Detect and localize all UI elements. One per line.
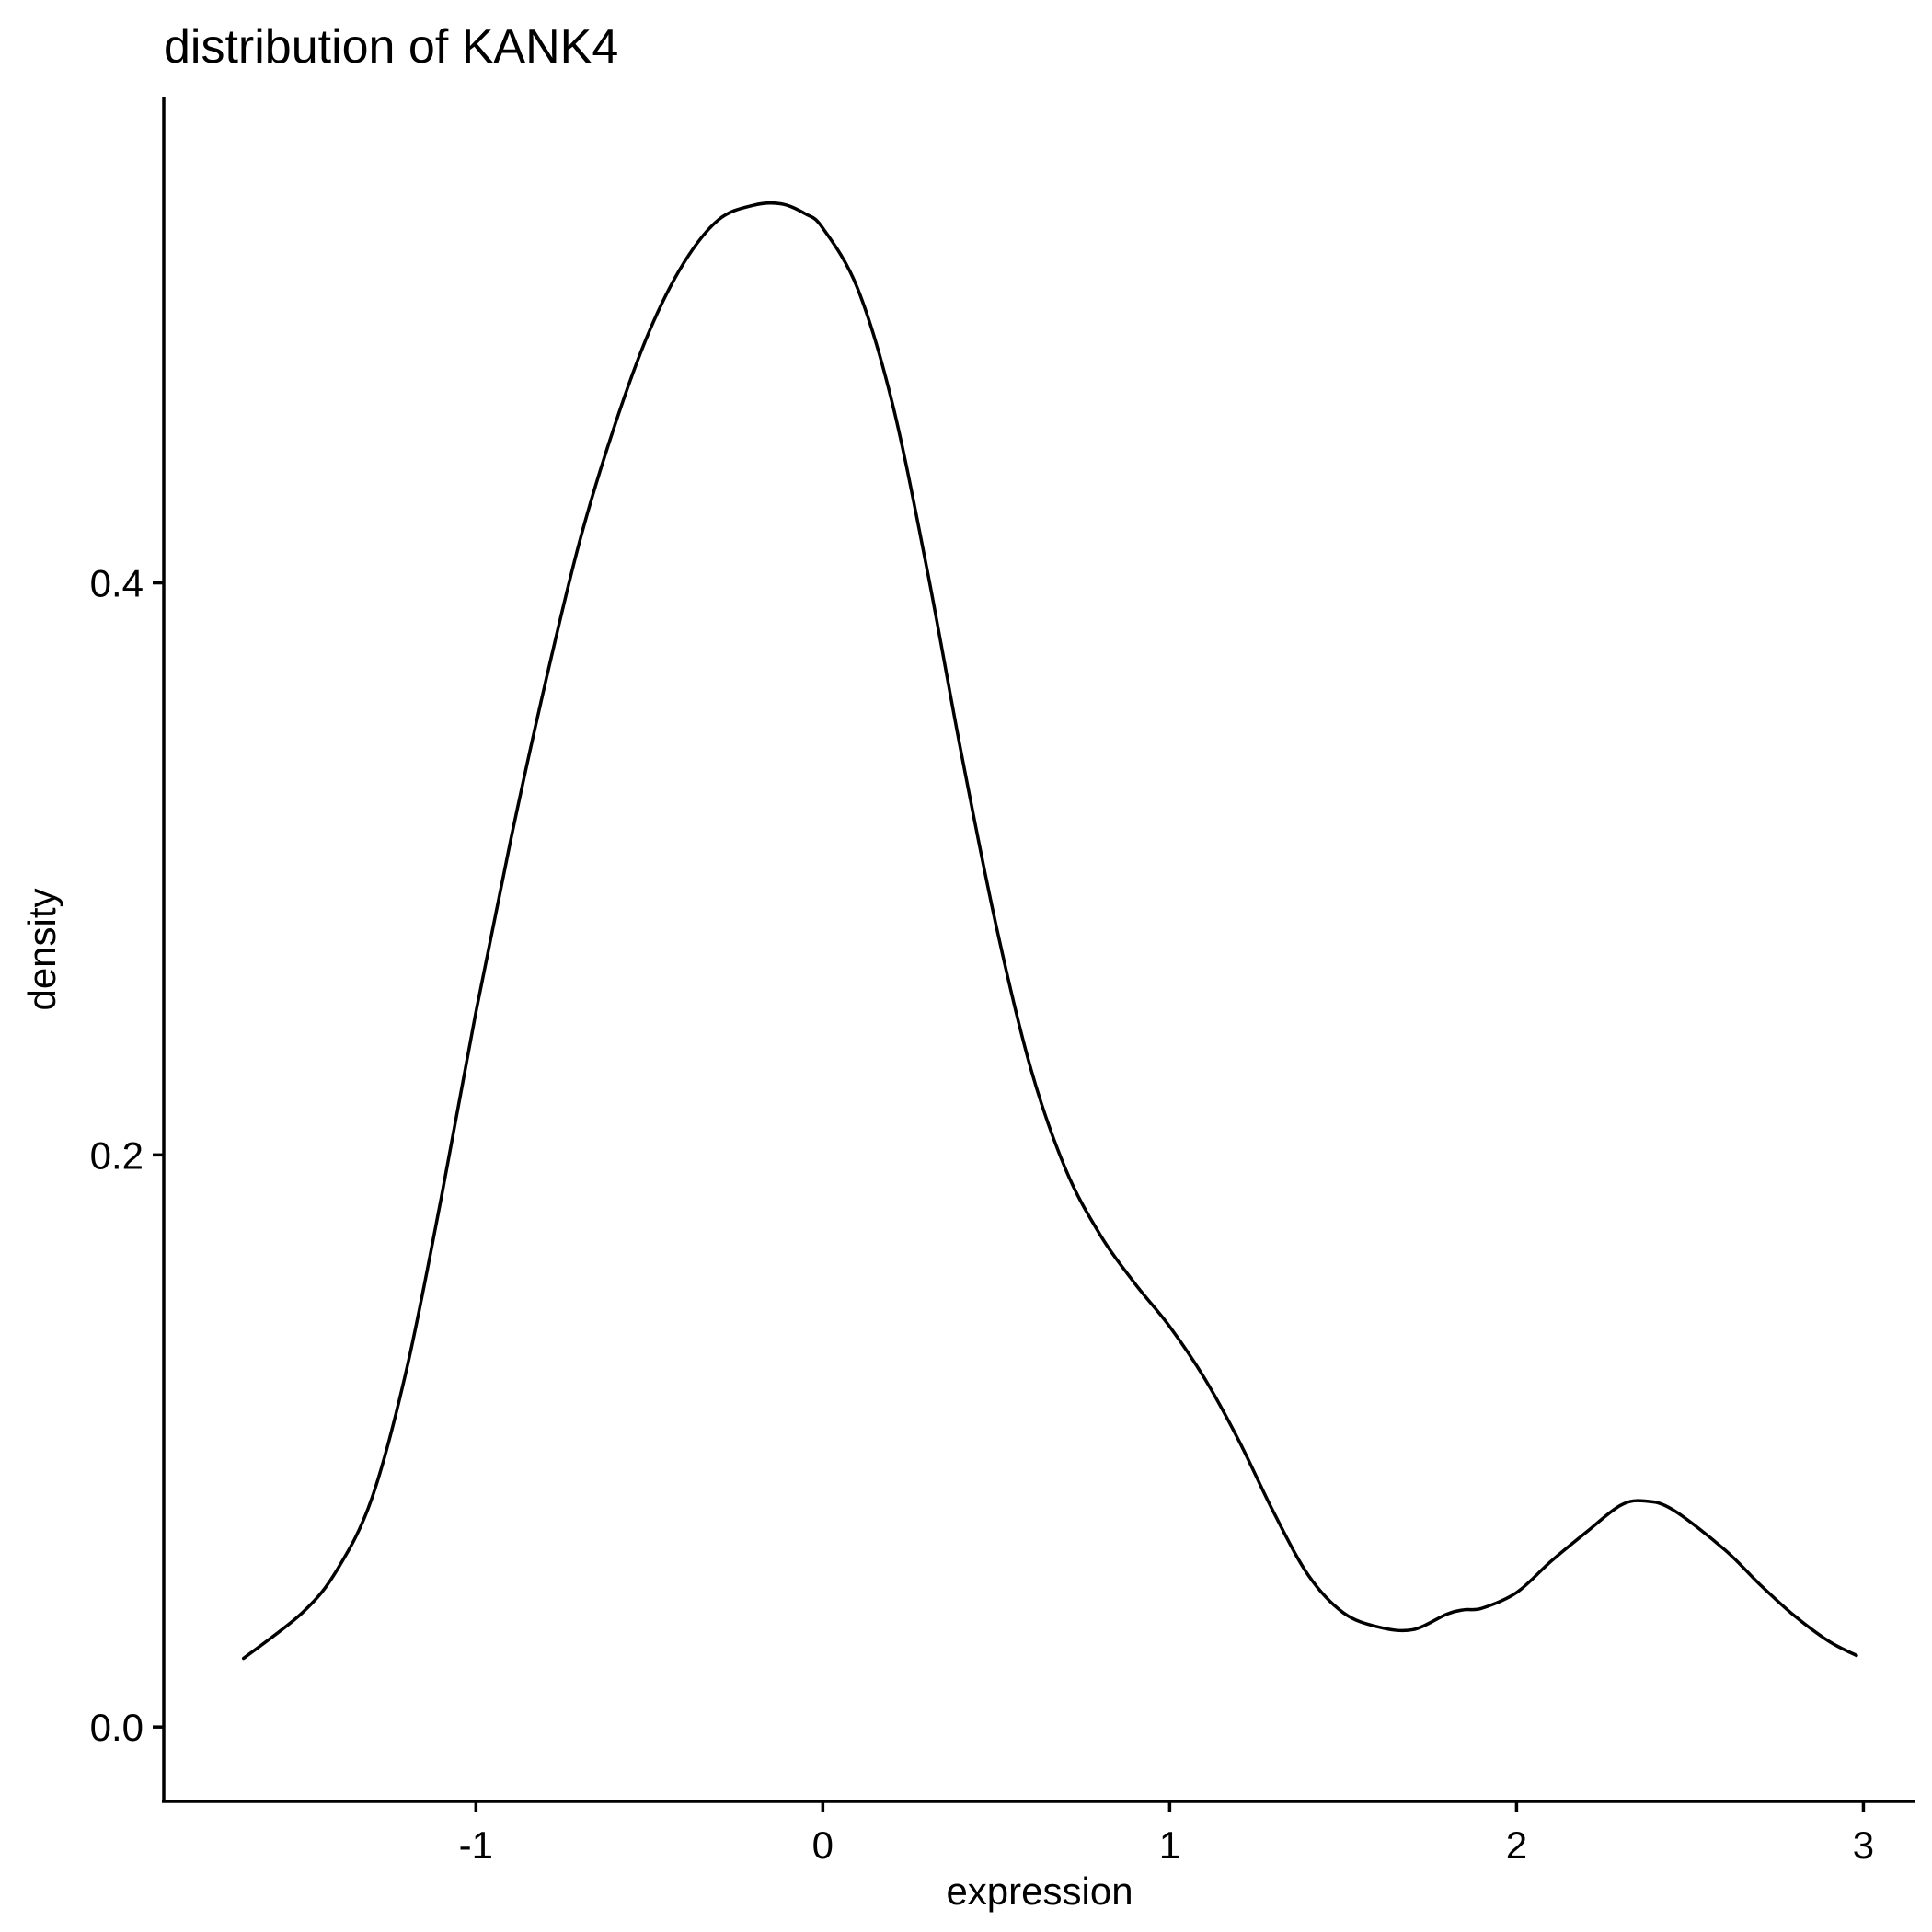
x-tick-label: 1 (1159, 1823, 1180, 1867)
x-axis-ticks: -1 0 1 2 3 (459, 1801, 1874, 1867)
x-tick-label: 0 (812, 1823, 834, 1867)
x-tick-label: -1 (459, 1823, 493, 1867)
x-tick-label: 3 (1853, 1823, 1874, 1867)
x-tick-label: 2 (1506, 1823, 1527, 1867)
chart-title: distribution of KANK4 (164, 20, 618, 74)
y-tick-label: 0.0 (90, 1706, 144, 1749)
y-axis-ticks: 0.0 0.2 0.4 (90, 562, 164, 1749)
y-axis-title: density (20, 888, 63, 1010)
y-tick-label: 0.4 (90, 562, 144, 605)
density-curve (241, 201, 1858, 1661)
x-axis-title: expression (946, 1869, 1133, 1913)
y-tick-label: 0.2 (90, 1133, 144, 1177)
